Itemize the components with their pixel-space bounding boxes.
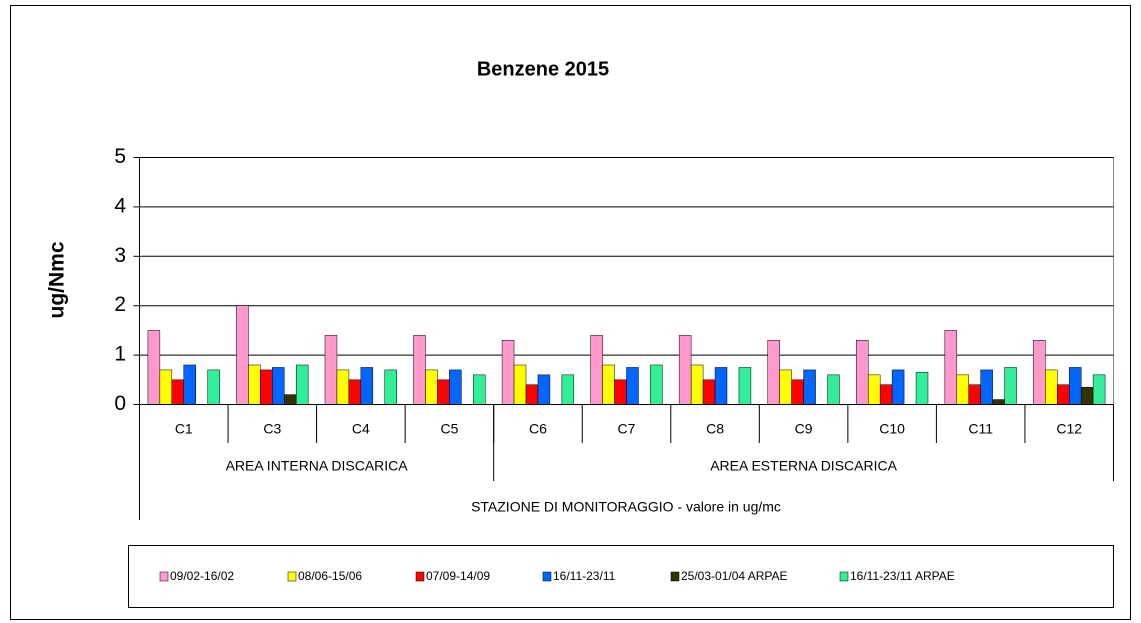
bar bbox=[738, 367, 752, 405]
x-axis-label: STAZIONE DI MONITORAGGIO - valore in ug/… bbox=[471, 499, 781, 515]
bar bbox=[425, 369, 438, 405]
bar bbox=[1092, 374, 1106, 405]
x-tick-label: C10 bbox=[879, 421, 905, 437]
y-tick-label: 5 bbox=[114, 145, 126, 168]
bar bbox=[513, 364, 527, 405]
legend-label: 08/06-15/06 bbox=[298, 569, 362, 583]
y-tick-label: 1 bbox=[114, 343, 126, 366]
x-tick-label: C11 bbox=[968, 421, 993, 437]
legend-swatch bbox=[542, 571, 552, 582]
bar bbox=[626, 367, 639, 405]
bar bbox=[159, 369, 173, 405]
legend-label: 25/03-01/04 ARPAE bbox=[681, 569, 788, 583]
bar bbox=[1068, 367, 1082, 405]
x-tick-label: C8 bbox=[706, 421, 724, 437]
bar bbox=[968, 384, 981, 405]
bar bbox=[561, 374, 575, 405]
x-tick-label: C5 bbox=[440, 421, 458, 437]
bar bbox=[147, 330, 161, 405]
bar bbox=[260, 369, 273, 405]
bar bbox=[272, 367, 285, 405]
legend-swatch bbox=[287, 571, 297, 582]
bar bbox=[1045, 369, 1058, 405]
x-tick-label: C3 bbox=[263, 421, 281, 437]
bar bbox=[413, 335, 426, 405]
bar bbox=[384, 369, 397, 405]
bar bbox=[1057, 384, 1070, 405]
bar bbox=[803, 369, 816, 405]
x-tick-label: C4 bbox=[352, 421, 370, 437]
bar bbox=[944, 330, 958, 405]
bar bbox=[1080, 386, 1094, 405]
bar bbox=[915, 372, 929, 405]
bar bbox=[714, 367, 728, 405]
bar bbox=[992, 399, 1005, 405]
legend-swatch bbox=[839, 571, 849, 582]
x-tick-label: C7 bbox=[618, 421, 636, 437]
legend-label: 16/11-23/11 bbox=[553, 569, 616, 583]
bar bbox=[171, 379, 185, 405]
legend-box bbox=[128, 545, 1114, 608]
y-tick-label: 2 bbox=[114, 293, 126, 316]
bar bbox=[360, 367, 374, 405]
bar bbox=[590, 335, 603, 405]
bar bbox=[791, 379, 804, 405]
legend-swatch bbox=[159, 571, 169, 582]
bar bbox=[449, 369, 462, 405]
group-label: AREA ESTERNA DISCARICA bbox=[710, 458, 897, 474]
bar bbox=[348, 379, 362, 405]
chart-frame bbox=[10, 5, 1131, 620]
bar bbox=[767, 340, 780, 405]
bar bbox=[602, 364, 615, 405]
bar bbox=[1033, 340, 1046, 405]
bar bbox=[525, 384, 539, 405]
bar bbox=[537, 374, 551, 405]
bar bbox=[473, 374, 486, 405]
bar bbox=[779, 369, 792, 405]
bar bbox=[284, 394, 297, 405]
bar bbox=[1004, 367, 1017, 405]
legend-swatch bbox=[415, 571, 425, 582]
bar bbox=[867, 374, 881, 405]
x-tick-label: C1 bbox=[175, 421, 193, 437]
bar bbox=[336, 369, 350, 405]
legend-label: 07/09-14/09 bbox=[426, 569, 490, 583]
legend-label: 16/11-23/11 ARPAE bbox=[850, 569, 955, 583]
x-tick-label: C6 bbox=[529, 421, 547, 437]
bar bbox=[827, 374, 840, 405]
bar bbox=[650, 364, 663, 405]
bar bbox=[501, 340, 515, 405]
y-axis-label: ug/Nmc bbox=[46, 241, 69, 318]
x-tick-label: C9 bbox=[795, 421, 813, 437]
bar bbox=[437, 379, 450, 405]
bar bbox=[956, 374, 969, 405]
bar bbox=[324, 335, 338, 405]
bar bbox=[980, 369, 993, 405]
bar bbox=[891, 369, 905, 405]
bar bbox=[690, 364, 704, 405]
group-label: AREA INTERNA DISCARICA bbox=[226, 458, 409, 474]
bar bbox=[248, 364, 261, 405]
x-tick-label: C12 bbox=[1056, 421, 1082, 437]
chart-title: Benzene 2015 bbox=[477, 58, 609, 80]
y-tick-label: 3 bbox=[114, 244, 126, 267]
bar bbox=[614, 379, 627, 405]
bar bbox=[678, 335, 692, 405]
bar bbox=[856, 340, 869, 405]
bar bbox=[236, 305, 249, 405]
bar bbox=[207, 369, 220, 405]
y-tick-label: 0 bbox=[114, 392, 126, 415]
bar bbox=[295, 364, 309, 405]
bar bbox=[879, 384, 893, 405]
legend-label: 09/02-16/02 bbox=[170, 569, 234, 583]
y-tick-label: 4 bbox=[114, 194, 126, 217]
bar bbox=[183, 364, 196, 405]
bar bbox=[702, 379, 716, 405]
legend-swatch bbox=[670, 571, 680, 582]
